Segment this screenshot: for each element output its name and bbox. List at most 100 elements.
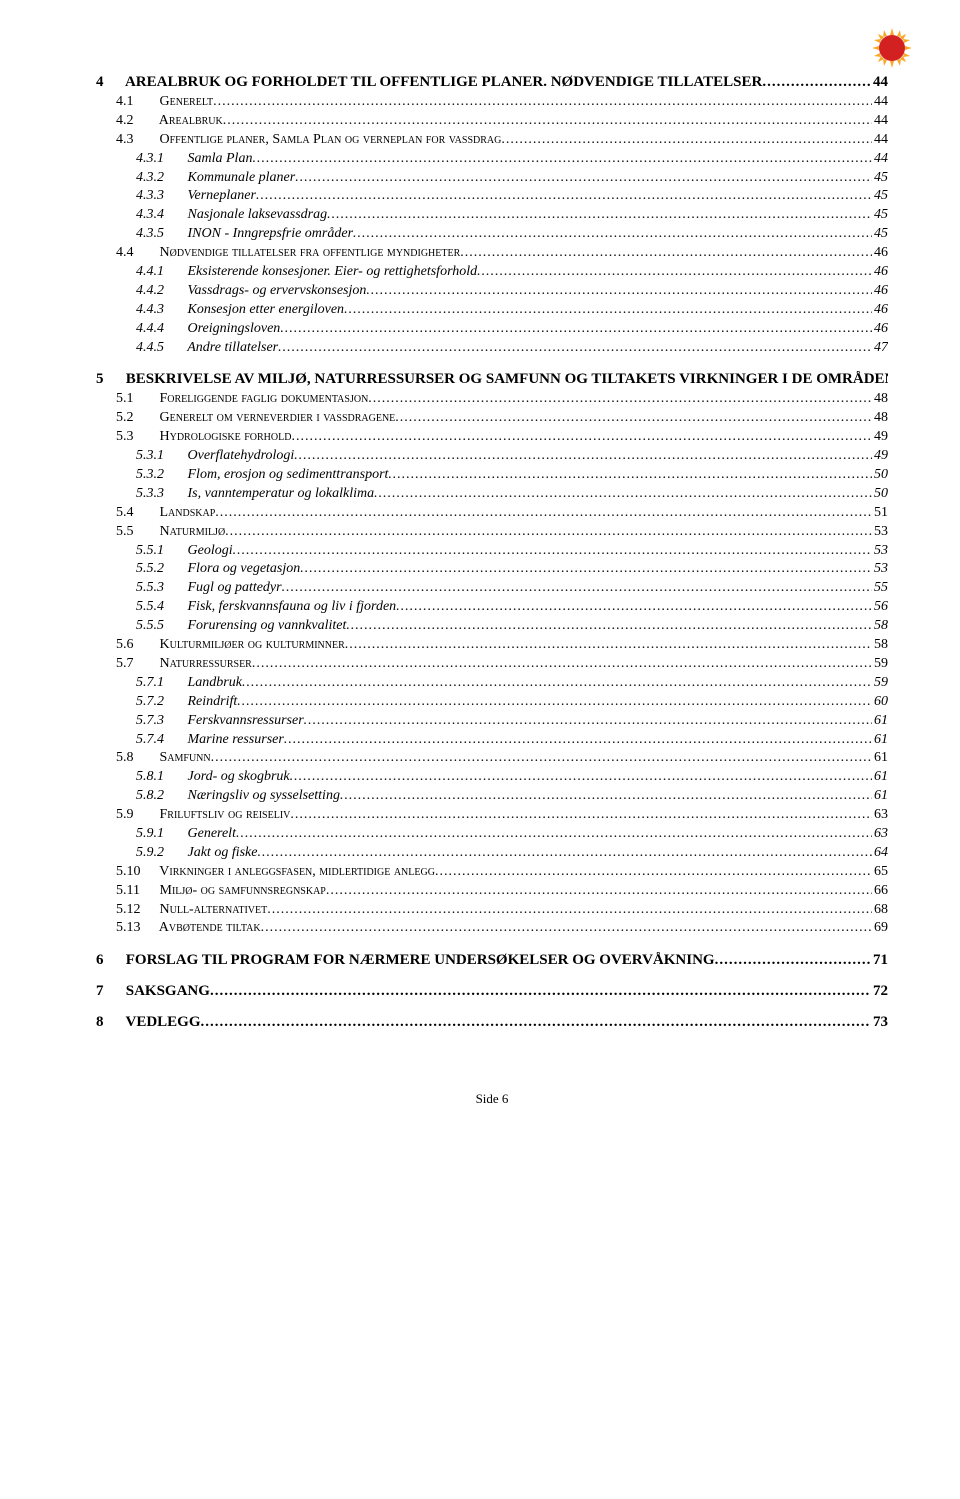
toc-page-number: 59 — [872, 674, 888, 693]
toc-number: 4.2 — [116, 112, 156, 131]
toc-page-number: 56 — [872, 598, 888, 617]
toc-leader-dots — [291, 428, 872, 447]
toc-label: 5.7.3 Ferskvannsressurser — [136, 712, 304, 731]
toc-number: 4.4.4 — [136, 320, 184, 339]
toc-entry: 4.3.5 INON - Inngrepsfrie områder 45 — [136, 225, 888, 244]
toc-entry: 4.4.2 Vassdrags- og ervervskonsesjon 46 — [136, 282, 888, 301]
toc-label: 4.4.2 Vassdrags- og ervervskonsesjon — [136, 282, 366, 301]
toc-page-number: 71 — [871, 952, 888, 969]
toc-label: 5.5.3 Fugl og pattedyr — [136, 579, 282, 598]
toc-label: 4.3.1 Samla Plan — [136, 150, 252, 169]
toc-entry: 5.12 Null-alternativet 68 — [116, 901, 888, 920]
toc-text: Offentlige planer, Samla Plan og vernepl… — [160, 132, 502, 147]
toc-text: Landskap — [160, 505, 216, 520]
toc-label: 5.6 Kulturmiljøer og kulturminner — [116, 636, 345, 655]
toc-entry: 5.5.4 Fisk, ferskvannsfauna og liv i fjo… — [136, 598, 888, 617]
toc-entry: 5.11 Miljø- og samfunnsregnskap 66 — [116, 882, 888, 901]
toc-leader-dots — [344, 301, 872, 320]
toc-label: 5.9.1 Generelt — [136, 825, 236, 844]
toc-entry: 5.7.4 Marine ressurser 61 — [136, 731, 888, 750]
toc-label: 5.5.5 Forurensing og vannkvalitet — [136, 617, 346, 636]
toc-text: Nasjonale laksevassdrag — [188, 207, 328, 222]
toc-text: Foreliggende faglig dokumentasjon — [160, 391, 369, 406]
toc-label: 5.7.1 Landbruk — [136, 674, 242, 693]
toc-label: 4.4 Nødvendige tillatelser fra offentlig… — [116, 244, 460, 263]
toc-entry: 4 AREALBRUK OG FORHOLDET TIL OFFENTLIGE … — [96, 74, 888, 91]
toc-number: 5.5.2 — [136, 560, 184, 579]
toc-page-number: 45 — [872, 225, 888, 244]
toc-page-number: 46 — [872, 244, 888, 263]
toc-number: 6 — [96, 952, 122, 969]
toc-label: 4.3.5 INON - Inngrepsfrie områder — [136, 225, 353, 244]
toc-text: Overflatehydrologi — [188, 448, 295, 463]
toc-number: 5.1 — [116, 390, 156, 409]
toc-number: 5.7.2 — [136, 693, 184, 712]
toc-number: 5.9.2 — [136, 844, 184, 863]
toc-leader-dots — [346, 617, 872, 636]
toc-page-number: 49 — [872, 447, 888, 466]
toc-number: 5.3.1 — [136, 447, 184, 466]
toc-page-number: 61 — [872, 712, 888, 731]
toc-number: 5.7.4 — [136, 731, 184, 750]
toc-text: Nødvendige tillatelser fra offentlige my… — [160, 245, 461, 260]
toc-text: BESKRIVELSE AV MILJØ, NATURRESSURSER OG … — [126, 371, 888, 387]
toc-text: Generelt — [160, 94, 214, 109]
toc-number: 5 — [96, 371, 122, 388]
toc-page-number: 44 — [872, 112, 888, 131]
toc-page-number: 48 — [872, 409, 888, 428]
toc-number: 5.3.3 — [136, 485, 184, 504]
toc-number: 5.5.4 — [136, 598, 184, 617]
toc-leader-dots — [282, 579, 872, 598]
toc-text: Ferskvannsressurser — [188, 713, 304, 728]
toc-text: INON - Inngrepsfrie områder — [188, 226, 354, 241]
toc-label: 7 SAKSGANG — [96, 983, 210, 1000]
toc-label: 5.3.3 Is, vanntemperatur og lokalklima — [136, 485, 374, 504]
toc-page-number: 46 — [872, 301, 888, 320]
toc-text: Fisk, ferskvannsfauna og liv i fjorden — [188, 599, 397, 614]
toc-number: 4.3.5 — [136, 225, 184, 244]
toc-leader-dots — [290, 768, 872, 787]
toc-leader-dots — [327, 206, 872, 225]
toc-leader-dots — [460, 244, 872, 263]
toc-page-number: 61 — [872, 731, 888, 750]
toc-entry: 5.9 Friluftsliv og reiseliv 63 — [116, 806, 888, 825]
toc-leader-dots — [290, 806, 872, 825]
toc-label: 5.8 Samfunn — [116, 749, 211, 768]
toc-label: 4.3.4 Nasjonale laksevassdrag — [136, 206, 327, 225]
toc-page-number: 51 — [872, 504, 888, 523]
toc-leader-dots — [326, 882, 872, 901]
toc-page-number: 49 — [872, 428, 888, 447]
toc-leader-dots — [261, 919, 872, 938]
toc-label: 4.3 Offentlige planer, Samla Plan og ver… — [116, 131, 501, 150]
toc-entry: 4.2 Arealbruk 44 — [116, 112, 888, 131]
toc-leader-dots — [233, 542, 872, 561]
toc-page-number: 48 — [872, 390, 888, 409]
toc-text: Naturressurser — [160, 656, 252, 671]
toc-text: Andre tillatelser — [187, 340, 278, 355]
toc-leader-dots — [435, 863, 872, 882]
toc-number: 5.5 — [116, 523, 156, 542]
toc-number: 5.7.3 — [136, 712, 184, 731]
toc-leader-dots — [257, 844, 872, 863]
toc-label: 4.4.5 Andre tillatelser — [136, 339, 278, 358]
toc-text: Flom, erosjon og sedimenttransport — [188, 467, 389, 482]
toc-page-number: 58 — [872, 617, 888, 636]
toc-number: 4 — [96, 74, 122, 91]
toc-text: Hydrologiske forhold — [160, 429, 292, 444]
toc-entry: 5.8 Samfunn 61 — [116, 749, 888, 768]
toc-label: 8 VEDLEGG — [96, 1014, 201, 1031]
toc-entry: 7 SAKSGANG 72 — [96, 983, 888, 1000]
toc-label: 4.3.3 Verneplaner — [136, 187, 256, 206]
page-footer: Side 6 — [96, 1091, 888, 1107]
toc-number: 7 — [96, 983, 122, 1000]
toc-entry: 5.4 Landskap 51 — [116, 504, 888, 523]
toc-number: 5.3 — [116, 428, 156, 447]
toc-label: 5.4 Landskap — [116, 504, 215, 523]
toc-entry: 5.5.3 Fugl og pattedyr 55 — [136, 579, 888, 598]
toc-page-number: 64 — [872, 844, 888, 863]
toc-label: 6 FORSLAG TIL PROGRAM FOR NÆRMERE UNDERS… — [96, 952, 715, 969]
toc-label: 5.9.2 Jakt og fiske — [136, 844, 257, 863]
toc-entry: 4.3.3 Verneplaner 45 — [136, 187, 888, 206]
toc-label: 5.10 Virkninger i anleggsfasen, midlerti… — [116, 863, 435, 882]
toc-page-number: 60 — [872, 693, 888, 712]
